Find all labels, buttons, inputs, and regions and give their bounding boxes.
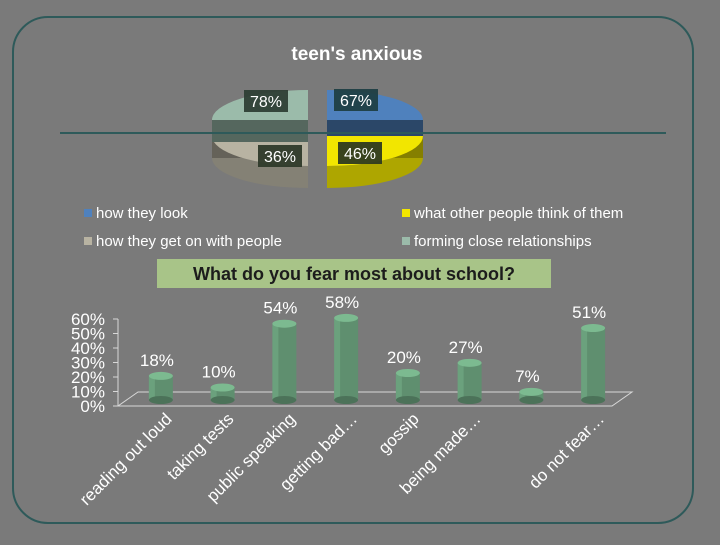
legend-swatch: [402, 237, 410, 245]
pie-label-2: 46%: [338, 142, 382, 164]
bar-6: [457, 358, 482, 404]
bar-2: [210, 383, 235, 404]
legend-swatch: [402, 209, 410, 217]
pie-label-text-4: 78%: [250, 94, 282, 111]
pie-label-1: 67%: [334, 89, 378, 111]
pie-label-4: 78%: [244, 90, 288, 112]
pie-label-text-1: 67%: [340, 93, 372, 110]
bar-title: What do you fear most about school?: [157, 259, 551, 288]
pie-label-text-2: 46%: [344, 146, 376, 163]
divider-line: [60, 132, 666, 134]
bar-value-label-4: 58%: [325, 293, 359, 312]
slide-frame: [12, 16, 694, 524]
y-tick-label: 30%: [71, 354, 105, 373]
chart-floor: [116, 391, 634, 407]
y-tick-label: 10%: [71, 383, 105, 402]
bar-value-label-1: 18%: [140, 351, 174, 370]
bar-value-label-7: 7%: [515, 367, 540, 386]
y-tick-label: 40%: [71, 339, 105, 358]
bar-title-text: What do you fear most about school?: [193, 264, 515, 284]
bar-3: [272, 319, 297, 404]
y-tick-label: 0%: [80, 397, 105, 416]
y-tick-label: 50%: [71, 325, 105, 344]
legend-label-1: how they look: [96, 205, 188, 222]
bar-value-label-2: 10%: [202, 363, 236, 382]
bar-value-label-8: 51%: [572, 303, 606, 322]
bar-value-label-3: 54%: [263, 299, 297, 318]
legend-entry-3: how they get on with people: [84, 233, 282, 250]
bar-5: [395, 369, 420, 404]
legend-entry-2: what other people think of them: [402, 205, 623, 222]
legend-entry-4: forming close relationships: [402, 233, 592, 250]
legend-entry-1: how they look: [84, 205, 188, 222]
legend-label-4: forming close relationships: [414, 233, 592, 250]
legend-label-2: what other people think of them: [413, 205, 623, 222]
bar-8: [581, 324, 606, 404]
bar-value-label-6: 27%: [449, 338, 483, 357]
bar-1: [148, 371, 173, 404]
bar-4: [334, 313, 359, 404]
pie-title: teen's anxious: [291, 44, 422, 65]
bar-7: [519, 387, 544, 404]
y-tick-label: 60%: [71, 310, 105, 329]
bar-value-label-5: 20%: [387, 348, 421, 367]
legend-swatch: [84, 237, 92, 245]
pie-label-3: 36%: [258, 145, 302, 167]
pie-label-text-3: 36%: [264, 149, 296, 166]
y-tick-label: 20%: [71, 368, 105, 387]
legend-swatch: [84, 209, 92, 217]
legend-label-3: how they get on with people: [96, 233, 282, 250]
